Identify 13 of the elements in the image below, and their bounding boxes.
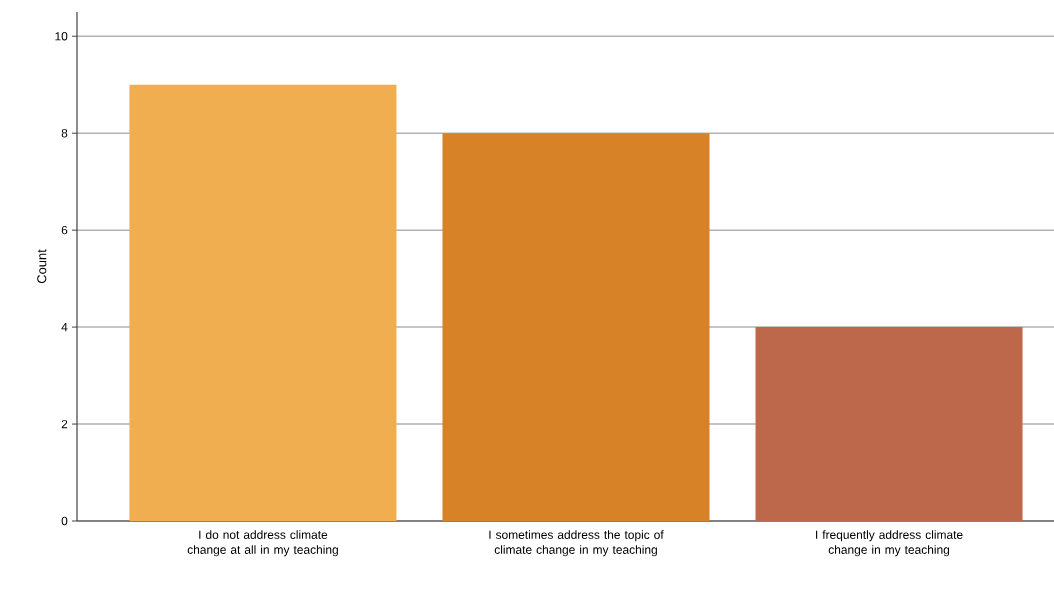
bar: [755, 327, 1023, 521]
x-tick-label: I sometimes address the topic of climate change in my teaching: [489, 530, 664, 557]
x-tick-label: I do not address climate change at all in my teaching: [187, 530, 338, 557]
y-tick-label: 0: [61, 516, 68, 526]
y-tick-label: 6: [61, 225, 68, 235]
bar: [442, 133, 710, 521]
y-tick-label: 4: [61, 322, 68, 332]
y-tick-label: 2: [61, 419, 68, 429]
bar: [129, 84, 397, 521]
x-tick-label: I frequently address climate change in my teaching: [816, 530, 963, 557]
y-tick-label: 10: [55, 32, 68, 41]
y-tick-label: 8: [61, 128, 68, 138]
y-axis-title: Count: [37, 249, 47, 284]
